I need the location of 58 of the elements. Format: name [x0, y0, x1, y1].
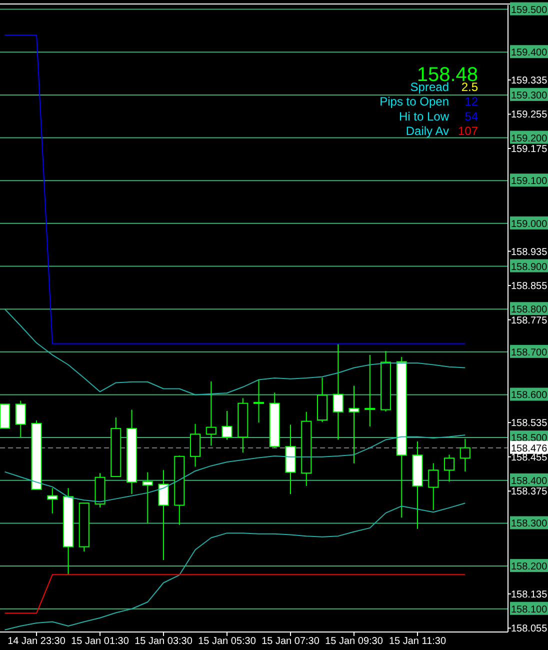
candlestick: [460, 438, 470, 472]
ref-line-label: 159.300: [511, 90, 548, 102]
ref-line-label: 158.300: [511, 518, 548, 530]
x-tick-label: 15 Jan 03:30: [134, 636, 193, 647]
x-tick-label: 15 Jan 05:30: [198, 636, 256, 647]
y-tick-label: 158.455: [511, 452, 548, 464]
ref-line-label: 158.700: [511, 347, 548, 358]
ref-line-label: 158.476: [511, 443, 548, 454]
candlestick: [364, 354, 376, 427]
annotation: Pips to Open: [380, 94, 449, 109]
ref-line-label: 158.600: [511, 390, 548, 402]
candlestick: [222, 410, 232, 440]
candlestick: [15, 400, 26, 438]
candlestick: [444, 454, 455, 482]
candlestick: [428, 462, 439, 510]
ref-line-label: 159.500: [511, 4, 548, 16]
y-tick-label: 159.335: [511, 75, 548, 86]
candlestick: [254, 378, 264, 424]
y-tick-label: 158.135: [511, 589, 548, 600]
y-tick-label: 158.775: [511, 315, 548, 326]
ref-line-label: 159.400: [511, 48, 548, 59]
candlestick: [47, 488, 58, 514]
ref-line-label: 158.900: [511, 262, 548, 273]
y-tick-label: 158.535: [511, 418, 548, 430]
candlestick: [348, 385, 360, 464]
y-tick-label: 158.935: [511, 246, 548, 258]
candlestick: [332, 343, 344, 440]
ref-line-label: 159.200: [511, 133, 548, 144]
ref-line-label: 158.200: [511, 562, 548, 573]
ref-line-label: 159.000: [511, 218, 548, 230]
candlestick: [158, 470, 169, 561]
x-tick-label: 14 Jan 23:30: [8, 636, 66, 647]
ref-line-label: 158.500: [511, 433, 548, 444]
candlestick: [190, 423, 201, 468]
x-tick-label: 15 Jan 01:30: [71, 636, 130, 647]
y-tick-label: 158.055: [511, 624, 548, 635]
annotation: 2.5: [461, 80, 478, 94]
annotation: Daily Av: [406, 124, 449, 138]
line-series: [4, 502, 466, 630]
ref-line-label: 159.100: [511, 176, 548, 188]
y-tick-label: 159.255: [511, 110, 548, 121]
candlestick: [0, 404, 10, 429]
x-tick-label: 15 Jan 11:30: [388, 636, 446, 647]
ref-line-label: 158.100: [511, 604, 548, 616]
y-tick-label: 159.175: [511, 144, 548, 155]
annotation: Hi to Low: [398, 109, 450, 124]
y-tick-label: 158.855: [511, 281, 548, 292]
line-series: [4, 308, 466, 396]
annotation: 54: [464, 109, 478, 124]
annotation: 12: [464, 94, 478, 109]
ref-line-label: 158.800: [511, 304, 548, 316]
candlestick: [206, 380, 216, 446]
annotation: 107: [458, 124, 478, 138]
x-tick-label: 15 Jan 07:30: [262, 636, 320, 647]
candlestick: [142, 472, 153, 524]
x-tick-label: 15 Jan 09:30: [325, 636, 384, 647]
ref-line-label: 158.400: [511, 476, 548, 487]
y-tick-label: 158.375: [511, 486, 548, 498]
